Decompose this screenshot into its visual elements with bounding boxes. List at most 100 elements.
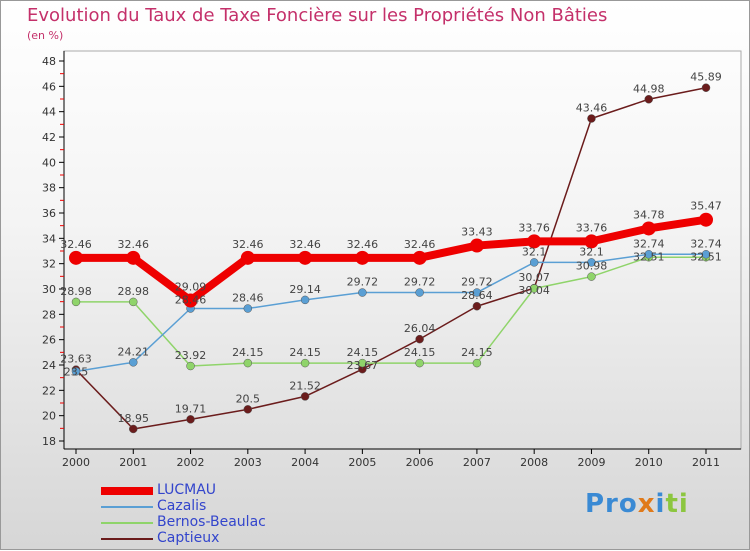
y-tick-label: 42 — [42, 131, 56, 144]
y-tick-label: 32 — [42, 258, 56, 271]
data-label: 35.47 — [690, 200, 722, 213]
data-point — [584, 234, 599, 249]
data-point — [527, 234, 542, 249]
data-label: 32.74 — [633, 237, 665, 250]
data-label: 32.51 — [690, 250, 722, 263]
x-tick-label: 2006 — [406, 456, 434, 469]
legend-swatch — [101, 537, 153, 540]
data-point — [415, 288, 424, 297]
y-tick-label: 48 — [42, 55, 56, 68]
data-point — [300, 392, 310, 401]
data-point — [587, 114, 596, 123]
legend-swatch — [101, 486, 153, 495]
data-label: 28.64 — [461, 289, 493, 302]
series-line-bernos-beaulac — [76, 256, 706, 367]
x-tick-label: 2009 — [577, 456, 605, 469]
data-label: 24.15 — [461, 346, 493, 359]
data-label: 32.46 — [404, 238, 436, 251]
data-label: 24.15 — [347, 346, 379, 359]
x-tick-label: 2004 — [291, 456, 319, 469]
data-point — [129, 358, 138, 367]
data-point — [529, 284, 539, 293]
y-tick-label: 46 — [42, 80, 56, 93]
data-point — [644, 95, 653, 104]
data-label: 24.15 — [404, 346, 436, 359]
x-tick-label: 2008 — [520, 456, 548, 469]
data-point — [699, 212, 713, 227]
data-label: 30.07 — [518, 271, 550, 284]
y-tick-label: 26 — [42, 334, 56, 347]
data-label: 33.76 — [518, 221, 550, 234]
series-line-captieux — [75, 86, 707, 430]
series-line-cazalis — [75, 253, 706, 373]
data-label: 28.98 — [118, 285, 150, 298]
data-point — [243, 405, 253, 414]
x-tick-label: 2007 — [463, 456, 491, 469]
data-point — [701, 250, 711, 259]
data-label: 34.78 — [633, 208, 665, 221]
data-point — [472, 358, 482, 368]
data-label: 24.15 — [289, 346, 321, 359]
data-point — [415, 334, 424, 344]
data-label: 45.89 — [690, 71, 722, 84]
y-tick-label: 22 — [42, 384, 56, 397]
data-point — [300, 358, 310, 368]
data-point — [412, 250, 427, 265]
y-tick-label: 18 — [42, 435, 56, 448]
data-label: 23.67 — [347, 359, 379, 372]
data-point — [186, 415, 195, 424]
x-tick-label: 2000 — [62, 456, 90, 469]
data-label: 32.1 — [522, 245, 547, 258]
proxiti-logo: Proxiti — [585, 489, 689, 519]
data-label: 32.46 — [232, 238, 264, 251]
legend-label: Bernos-Beaulac — [157, 514, 266, 530]
data-label: 32.74 — [690, 237, 722, 250]
data-label: 26.04 — [404, 322, 436, 335]
data-point — [243, 304, 253, 313]
data-label: 29.72 — [404, 276, 436, 289]
data-label: 29.72 — [347, 276, 379, 289]
data-point — [587, 258, 596, 267]
data-point — [644, 250, 653, 259]
data-label: 32.46 — [347, 238, 379, 251]
data-label: 32.46 — [118, 238, 150, 251]
data-label: 33.76 — [576, 221, 608, 234]
data-point — [298, 250, 313, 265]
data-point — [71, 297, 81, 307]
data-label: 19.71 — [175, 402, 207, 415]
data-label: 43.46 — [576, 102, 608, 115]
data-label: 28.46 — [232, 292, 264, 305]
x-tick-label: 2010 — [635, 456, 663, 469]
data-point — [126, 250, 141, 265]
data-label: 32.46 — [289, 238, 321, 251]
legend-label: Captieux — [157, 530, 220, 546]
y-tick-label: 28 — [42, 308, 56, 321]
data-point — [472, 288, 482, 297]
x-tick-label: 2001 — [119, 456, 147, 469]
data-label: 33.43 — [461, 226, 493, 239]
data-label: 32.51 — [633, 250, 665, 263]
legend-label: LUCMAU — [157, 482, 217, 498]
chart-title: Evolution du Taux de Taxe Foncière sur l… — [27, 5, 608, 26]
data-point — [355, 250, 370, 265]
legend-swatch — [101, 521, 153, 524]
data-label: 28.46 — [175, 294, 207, 307]
data-point — [186, 361, 195, 371]
x-tick-label: 2011 — [692, 456, 720, 469]
y-tick-label: 30 — [42, 283, 56, 296]
series-line-lucmau — [76, 215, 707, 305]
data-point — [358, 288, 367, 297]
x-tick-label: 2005 — [348, 456, 376, 469]
legend-item: Bernos-Beaulac — [101, 515, 266, 530]
data-label: 44.98 — [633, 82, 665, 95]
x-tick-label: 2002 — [177, 456, 205, 469]
legend-item: LUCMAU — [101, 483, 216, 498]
y-tick-label: 34 — [42, 232, 56, 245]
data-label: 28.98 — [60, 285, 92, 298]
data-point — [71, 367, 81, 376]
data-point — [641, 221, 656, 236]
data-point — [129, 297, 138, 307]
data-label: 23.92 — [175, 349, 207, 362]
